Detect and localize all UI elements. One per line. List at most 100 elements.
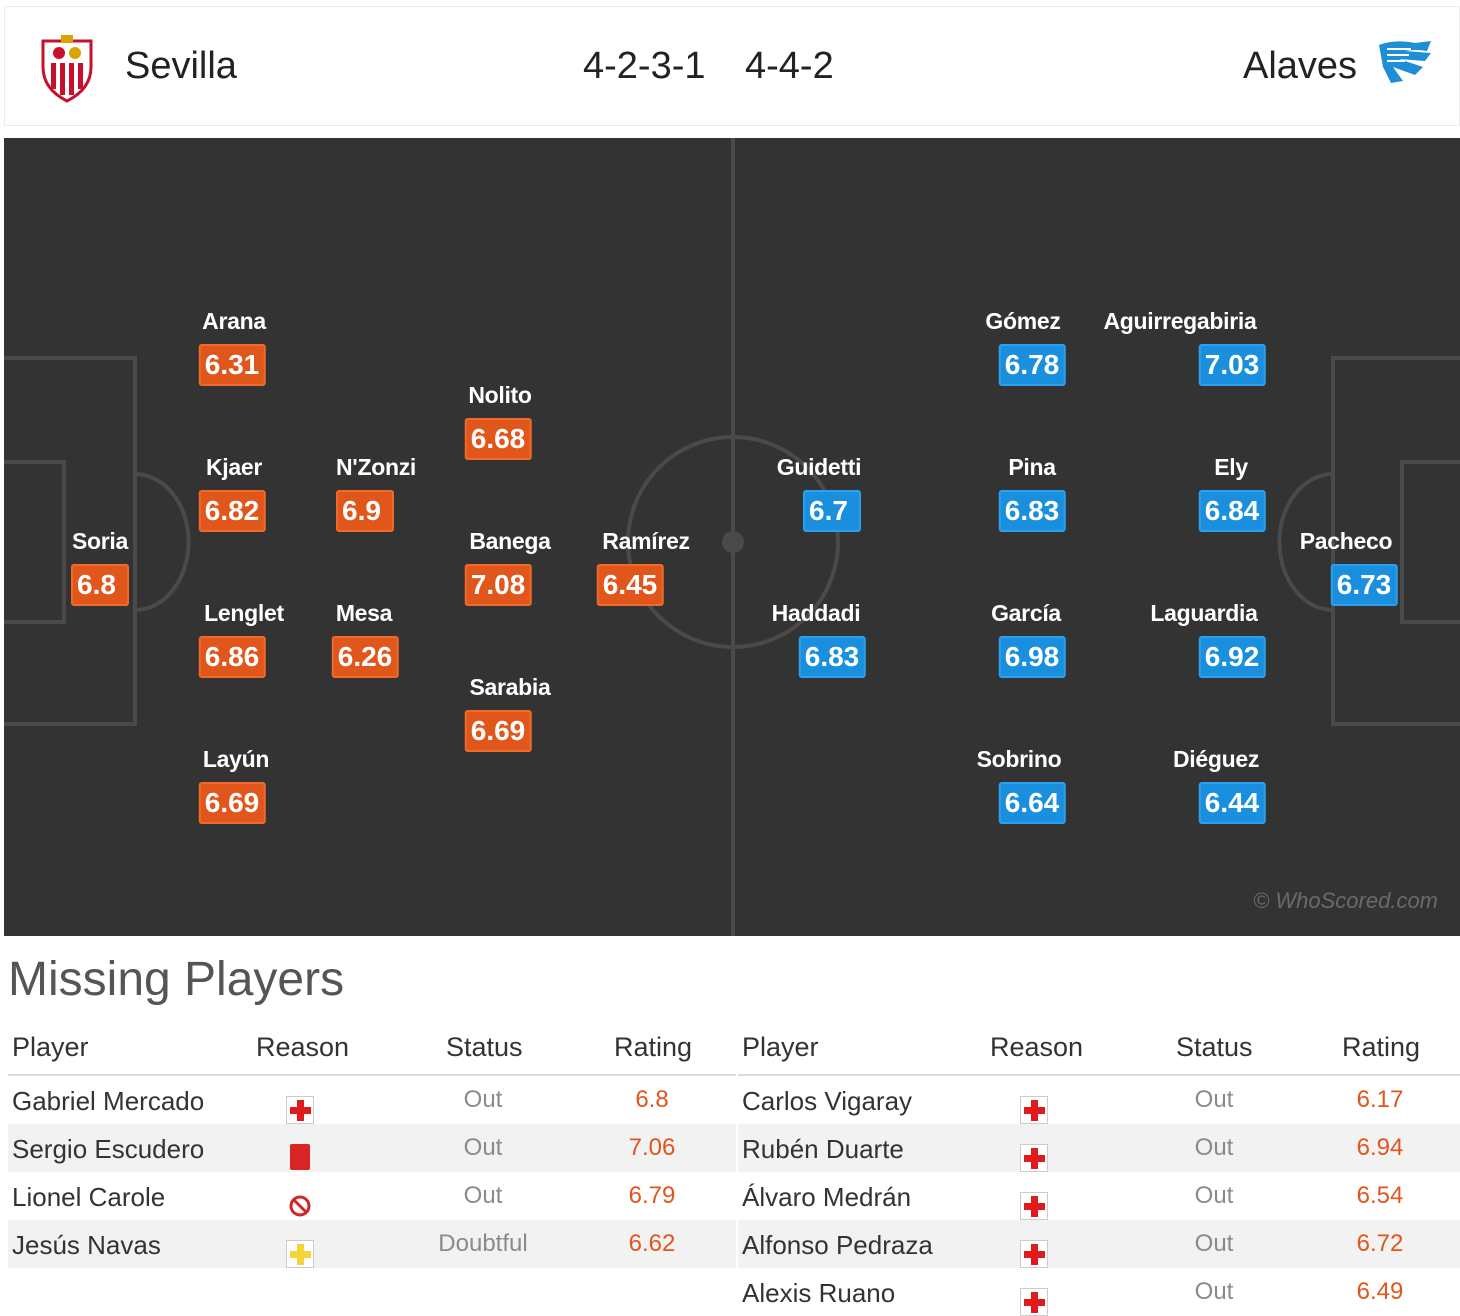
player-name[interactable]: Ely	[1214, 454, 1248, 480]
doubtful-injury-icon[interactable]	[286, 1240, 314, 1268]
player-name[interactable]: N'Zonzi	[335, 454, 417, 480]
away-player[interactable]: Guidetti	[776, 454, 862, 481]
home-player[interactable]: Sarabia	[469, 674, 550, 701]
player-name[interactable]: Diéguez	[1172, 746, 1260, 772]
status-text: Out	[1194, 1086, 1234, 1113]
player-name[interactable]: Sarabia	[469, 674, 551, 700]
alaves-crest-icon[interactable]	[1375, 37, 1437, 89]
away-player[interactable]: Haddadi	[772, 600, 861, 627]
reason-cell	[1020, 1230, 1050, 1268]
missing-player-name[interactable]: Gabriel Mercado	[12, 1086, 205, 1116]
player-rating-badge: 6.83	[798, 636, 866, 678]
away-player[interactable]: Gómez	[985, 308, 1060, 335]
player-name[interactable]: Aguirregabiria	[1103, 308, 1257, 334]
player-rating-badge: 6.82	[198, 490, 266, 532]
away-team-name[interactable]: Alaves	[1243, 45, 1358, 87]
player-name[interactable]: Gómez	[985, 308, 1061, 334]
away-player[interactable]: Pina	[1008, 454, 1056, 481]
injury-icon[interactable]	[1020, 1240, 1048, 1268]
player-name[interactable]: Soria	[71, 528, 129, 554]
header-reason: Reason	[256, 1032, 350, 1062]
home-player[interactable]: N'Zonzi	[336, 454, 416, 481]
player-name[interactable]: Pina	[1008, 454, 1056, 480]
missing-player-name[interactable]: Álvaro Medrán	[742, 1182, 912, 1212]
home-team-name[interactable]: Sevilla	[125, 45, 237, 87]
player-name[interactable]: Layún	[202, 746, 270, 772]
injury-icon[interactable]	[1020, 1144, 1048, 1172]
away-player[interactable]: Aguirregabiria	[1103, 308, 1256, 335]
player-name[interactable]: Lenglet	[204, 600, 284, 626]
table-row: Carlos Vigaray Out 6.17	[738, 1076, 1460, 1124]
status-text: Out	[1194, 1182, 1234, 1209]
player-name[interactable]: Laguardia	[1150, 600, 1258, 626]
missing-player-name[interactable]: Sergio Escudero	[12, 1134, 205, 1164]
rating-value: 6.49	[1356, 1278, 1404, 1305]
rating-value: 6.17	[1356, 1086, 1404, 1113]
away-player[interactable]: Laguardia	[1150, 600, 1258, 627]
header-rating: Rating	[614, 1032, 693, 1062]
away-player[interactable]: García	[991, 600, 1061, 627]
player-name[interactable]: Banega	[469, 528, 551, 554]
reason-cell	[1020, 1134, 1050, 1172]
missing-player-name[interactable]: Lionel Carole	[12, 1182, 166, 1212]
player-rating-badge: 6.83	[998, 490, 1066, 532]
injury-icon[interactable]	[1020, 1288, 1048, 1316]
player-name[interactable]: Arana	[202, 308, 266, 334]
player-name[interactable]: Pacheco	[1299, 528, 1393, 554]
player-name[interactable]: García	[991, 600, 1061, 626]
player-name[interactable]: Ramírez	[602, 528, 690, 554]
home-player[interactable]: Arana	[202, 308, 266, 335]
pitch: Arana 6.31 Kjaer 6.82 Lenglet 6.86 Layún 6.69 So…	[4, 138, 1460, 936]
rating-value: 7.06	[628, 1134, 676, 1161]
player-rating-badge: 6.9	[336, 490, 394, 532]
reason-cell	[286, 1230, 316, 1268]
home-player[interactable]: Nolito	[468, 382, 532, 409]
home-player[interactable]: Banega	[469, 528, 551, 555]
away-player[interactable]: Pacheco	[1300, 528, 1393, 555]
home-player[interactable]: Ramírez	[602, 528, 690, 555]
missing-player-name[interactable]: Carlos Vigaray	[742, 1086, 913, 1116]
missing-player-name[interactable]: Alfonso Pedraza	[742, 1230, 933, 1260]
match-header: Sevilla 4-2-3-1 4-4-2 Alaves	[4, 6, 1460, 126]
away-player[interactable]: Diéguez	[1173, 746, 1259, 773]
home-player[interactable]: Mesa	[335, 600, 393, 627]
home-player[interactable]: Layún	[202, 746, 270, 773]
missing-player-name[interactable]: Jesús Navas	[12, 1230, 161, 1260]
missing-player-name[interactable]: Alexis Ruano	[742, 1278, 896, 1308]
player-name[interactable]: Haddadi	[771, 600, 861, 626]
reason-cell	[1020, 1086, 1050, 1124]
player-name[interactable]: Nolito	[468, 382, 532, 408]
status-text: Out	[463, 1182, 503, 1209]
home-player[interactable]: Soria	[72, 528, 128, 555]
player-name[interactable]: Sobrino	[976, 746, 1062, 772]
player-name[interactable]: Kjaer	[205, 454, 263, 480]
header-status: Status	[446, 1032, 523, 1062]
home-player[interactable]: Lenglet	[204, 600, 284, 627]
sevilla-crest-icon[interactable]	[37, 33, 97, 103]
away-player[interactable]: Ely	[1214, 454, 1248, 481]
injury-icon[interactable]	[1020, 1096, 1048, 1124]
player-name[interactable]: Guidetti	[776, 454, 862, 480]
header-player: Player	[12, 1032, 89, 1062]
table-row: Rubén Duarte Out 6.94	[738, 1124, 1460, 1172]
away-missing-table: Player Reason Status Rating Carlos Vigar…	[738, 1026, 1460, 1316]
injury-icon[interactable]	[286, 1096, 314, 1124]
rating-value: 6.94	[1356, 1134, 1404, 1161]
reason-cell	[286, 1134, 316, 1170]
home-missing-rows: Gabriel Mercado Out 6.8 Sergio Escudero Out 7…	[8, 1076, 736, 1268]
status-text: Out	[463, 1086, 503, 1113]
injury-icon[interactable]	[1020, 1192, 1048, 1220]
player-rating-badge: 7.03	[1198, 344, 1266, 386]
player-rating-badge: 7.08	[464, 564, 532, 606]
header-player: Player	[742, 1032, 819, 1062]
missing-player-name[interactable]: Rubén Duarte	[742, 1134, 904, 1164]
rating-value: 6.54	[1356, 1182, 1404, 1209]
suspended-icon[interactable]	[288, 1194, 312, 1218]
red-card-icon[interactable]	[290, 1144, 310, 1170]
away-player[interactable]: Sobrino	[977, 746, 1062, 773]
reason-cell	[1020, 1278, 1050, 1316]
home-formation: 4-2-3-1	[583, 45, 706, 87]
rating-value: 6.8	[635, 1086, 669, 1113]
home-player[interactable]: Kjaer	[206, 454, 262, 481]
player-name[interactable]: Mesa	[335, 600, 393, 626]
